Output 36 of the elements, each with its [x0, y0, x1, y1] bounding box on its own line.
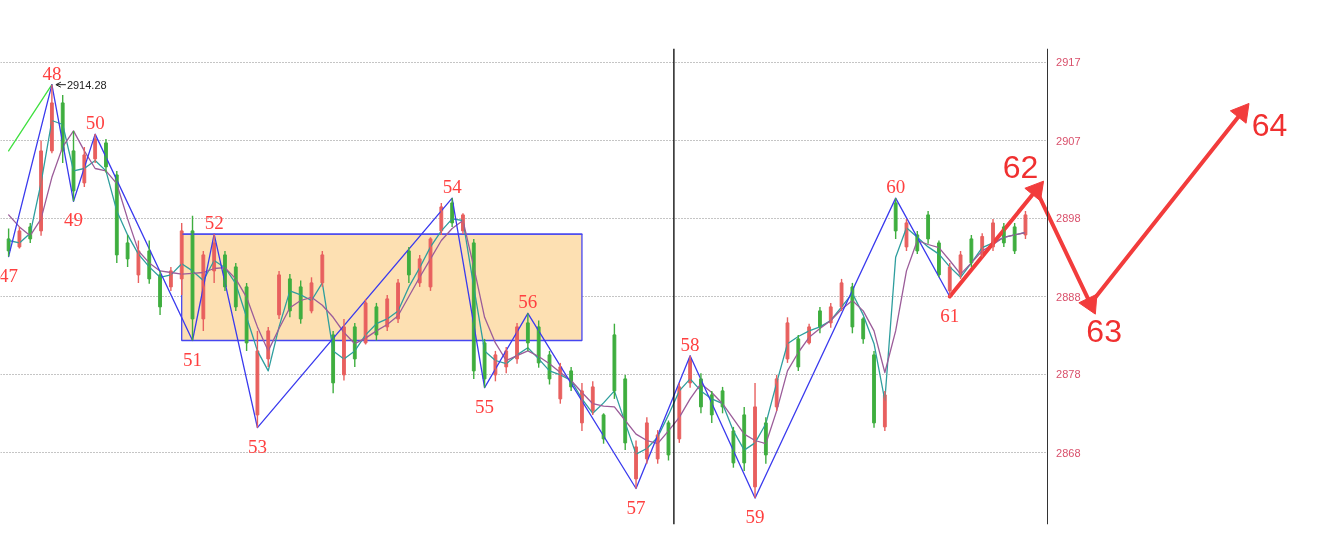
annotation: 64	[1251, 106, 1288, 143]
annotation: 58	[680, 333, 700, 355]
annotation: 61	[940, 304, 960, 326]
annotation: 62	[1002, 149, 1039, 186]
candlestick	[1023, 210, 1028, 240]
candlestick	[71, 130, 76, 202]
point	[1229, 102, 1250, 124]
annotation: 57	[626, 496, 646, 518]
annotation: 48	[42, 62, 62, 84]
annotation: 54	[442, 176, 463, 198]
point	[1024, 180, 1045, 202]
y-tick-label: 2907	[1056, 134, 1081, 147]
annotation: 53	[247, 435, 267, 457]
point	[1078, 293, 1098, 315]
candlestick	[666, 419, 671, 462]
annotation: 51	[183, 348, 203, 370]
annotation: 56	[518, 291, 538, 313]
y-tick-label: 2917	[1056, 56, 1081, 69]
candlestick	[190, 215, 195, 342]
candlestick	[904, 218, 909, 252]
annotation: 55	[475, 395, 495, 417]
candlestick	[785, 316, 790, 364]
annotation: 60	[886, 176, 906, 198]
y-tick-label: 2868	[1056, 446, 1081, 459]
annotation: 63	[1086, 312, 1122, 349]
candlestick	[309, 276, 314, 314]
y-tick-label: 2898	[1056, 212, 1081, 225]
y-tick-label: 2878	[1056, 368, 1081, 381]
annotation: 50	[85, 112, 105, 134]
candlestick	[547, 350, 552, 386]
annotation: 49	[64, 209, 84, 231]
annotation: 52	[204, 212, 224, 234]
y-tick-label: 2888	[1056, 290, 1081, 303]
annotation: 2914.28	[66, 78, 107, 91]
candlestick	[428, 236, 433, 292]
annotation: 59	[745, 506, 765, 528]
